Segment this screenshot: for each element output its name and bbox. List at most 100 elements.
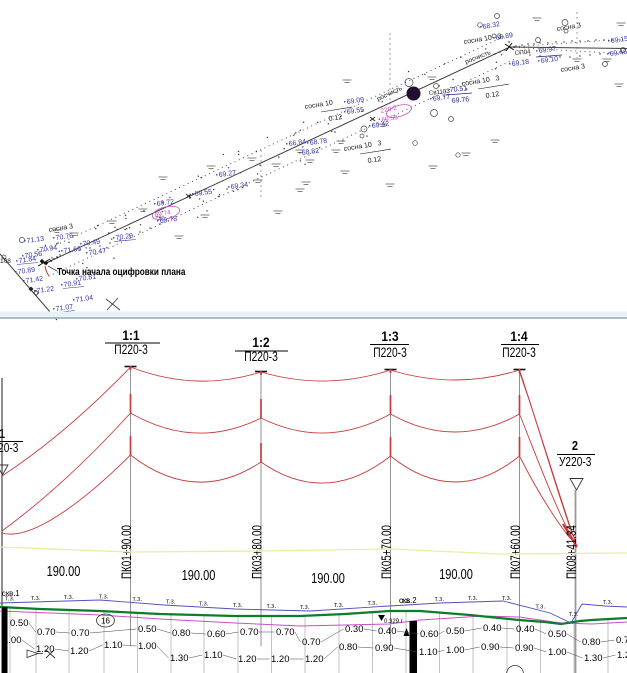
- svg-text:69.76: 69.76: [451, 96, 469, 105]
- svg-text:1:4: 1:4: [510, 328, 527, 344]
- svg-text:70.81: 70.81: [78, 274, 96, 283]
- svg-text:скв.2: скв.2: [399, 596, 417, 605]
- svg-text:68.82: 68.82: [301, 148, 319, 157]
- svg-text:0.70: 0.70: [276, 627, 295, 638]
- svg-text:68.89: 68.89: [495, 32, 514, 42]
- svg-text:т.з.: т.з.: [133, 594, 143, 603]
- svg-text:190.00: 190.00: [47, 562, 81, 579]
- svg-text:69.27: 69.27: [218, 170, 236, 179]
- svg-text:0.90: 0.90: [515, 643, 534, 654]
- svg-text:сосна 3: сосна 3: [556, 22, 581, 33]
- svg-text:68.32: 68.32: [482, 21, 501, 31]
- svg-text:1.10: 1.10: [104, 640, 123, 651]
- svg-text:0.329 г: 0.329 г: [384, 619, 404, 625]
- svg-text:т.з.: т.з.: [199, 598, 209, 607]
- svg-text:т.з.: т.з.: [233, 600, 243, 609]
- svg-text:69.10: 69.10: [540, 56, 558, 65]
- svg-text:69.97: 69.97: [538, 46, 556, 55]
- svg-text:0.60: 0.60: [420, 629, 439, 640]
- svg-text:т.з.: т.з.: [166, 596, 176, 605]
- svg-text:70.76: 70.76: [55, 233, 73, 242]
- svg-text:П220-3: П220-3: [244, 349, 278, 365]
- svg-text:т.з.: т.з.: [435, 594, 445, 603]
- svg-text:т.з.: т.з.: [368, 598, 378, 607]
- svg-text:69.15: 69.15: [610, 36, 627, 45]
- svg-text:т.з.: т.з.: [267, 601, 277, 610]
- svg-text:0.40: 0.40: [378, 626, 397, 637]
- svg-text:1.00: 1.00: [548, 647, 567, 658]
- svg-text:1.00: 1.00: [3, 635, 22, 646]
- svg-text:Св1103: Св1103: [428, 88, 450, 97]
- svg-text:0.12: 0.12: [367, 156, 382, 165]
- svg-text:ПК03+80.00: ПК03+80.00: [249, 525, 265, 579]
- svg-text:71.07: 71.07: [55, 304, 73, 313]
- svg-text:П220-3: П220-3: [502, 345, 536, 361]
- svg-text:П220-3: П220-3: [114, 342, 148, 358]
- svg-text:ПК05+70.00: ПК05+70.00: [378, 525, 394, 579]
- svg-text:71.13: 71.13: [26, 236, 44, 245]
- svg-text:0.90: 0.90: [481, 642, 500, 653]
- svg-text:0.90: 0.90: [375, 643, 394, 654]
- svg-text:2: 2: [572, 438, 578, 453]
- svg-text:0.50: 0.50: [138, 624, 157, 635]
- svg-text:69.34: 69.34: [230, 182, 248, 191]
- svg-text:70.49: 70.49: [82, 239, 100, 248]
- svg-text:66.84: 66.84: [288, 139, 306, 148]
- svg-text:68.78: 68.78: [309, 138, 327, 147]
- svg-text:190.00: 190.00: [182, 566, 216, 583]
- svg-text:69.72: 69.72: [156, 199, 174, 208]
- svg-text:1.10: 1.10: [204, 650, 223, 661]
- svg-text:ПК08+41.34: ПК08+41.34: [563, 525, 579, 579]
- svg-text:69.55: 69.55: [194, 189, 212, 198]
- svg-text:0.12: 0.12: [328, 114, 343, 123]
- svg-text:70.47: 70.47: [88, 248, 106, 257]
- svg-text:т.з.: т.з.: [334, 600, 344, 609]
- svg-text:0.50: 0.50: [548, 629, 567, 640]
- svg-text:70.56: 70.56: [24, 251, 42, 260]
- svg-text:1.20: 1.20: [70, 646, 89, 657]
- svg-text:70.29: 70.29: [115, 233, 133, 242]
- svg-text:69.77: 69.77: [432, 94, 450, 103]
- svg-text:0.40: 0.40: [516, 624, 535, 635]
- svg-text:т.з.: т.з.: [31, 593, 41, 602]
- svg-text:сосна 3: сосна 3: [48, 223, 73, 234]
- svg-text:190.00: 190.00: [311, 569, 345, 586]
- svg-text:69.74: 69.74: [154, 209, 172, 219]
- svg-text:0.80: 0.80: [339, 642, 358, 653]
- svg-text:71.22: 71.22: [36, 286, 54, 295]
- svg-text:1.30: 1.30: [170, 653, 189, 664]
- svg-text:0.70: 0.70: [71, 628, 90, 639]
- svg-text:0.12: 0.12: [485, 91, 500, 100]
- svg-text:0.70: 0.70: [240, 627, 259, 638]
- svg-text:71.66: 71.66: [63, 246, 81, 255]
- svg-text:220-2: 220-2: [380, 105, 398, 115]
- svg-text:1.10: 1.10: [419, 647, 438, 658]
- svg-text:1.20: 1.20: [305, 654, 324, 665]
- svg-text:1.00: 1.00: [138, 641, 157, 652]
- svg-text:У220-3: У220-3: [0, 441, 18, 455]
- svg-text:1:1: 1:1: [122, 327, 139, 343]
- svg-text:1.00: 1.00: [446, 645, 465, 656]
- svg-text:0.40: 0.40: [483, 623, 502, 634]
- svg-text:71.42: 71.42: [25, 276, 43, 285]
- svg-text:0.50: 0.50: [10, 618, 29, 629]
- svg-text:т.з.: т.з.: [99, 591, 109, 600]
- svg-text:0.50: 0.50: [446, 626, 465, 637]
- svg-text:т.з.: т.з.: [5, 594, 15, 603]
- svg-text:0.60: 0.60: [207, 629, 226, 640]
- svg-text:69.09: 69.09: [346, 97, 364, 106]
- svg-text:0.80: 0.80: [582, 637, 601, 648]
- svg-text:сосна 10: сосна 10: [304, 100, 333, 111]
- svg-text:ПК07+60.00: ПК07+60.00: [507, 525, 523, 579]
- svg-text:0.80: 0.80: [172, 628, 191, 639]
- svg-text:т.з.: т.з.: [536, 602, 546, 611]
- svg-text:П220-3: П220-3: [373, 345, 407, 361]
- svg-text:69.46: 69.46: [609, 49, 627, 58]
- svg-text:69.42: 69.42: [371, 121, 389, 130]
- svg-text:1.20: 1.20: [617, 650, 627, 661]
- svg-text:1.20: 1.20: [271, 654, 290, 665]
- svg-text:1.20: 1.20: [238, 654, 257, 665]
- svg-text:69.78: 69.78: [159, 216, 177, 225]
- svg-text:1.20: 1.20: [36, 644, 55, 655]
- svg-text:0.70: 0.70: [302, 637, 321, 648]
